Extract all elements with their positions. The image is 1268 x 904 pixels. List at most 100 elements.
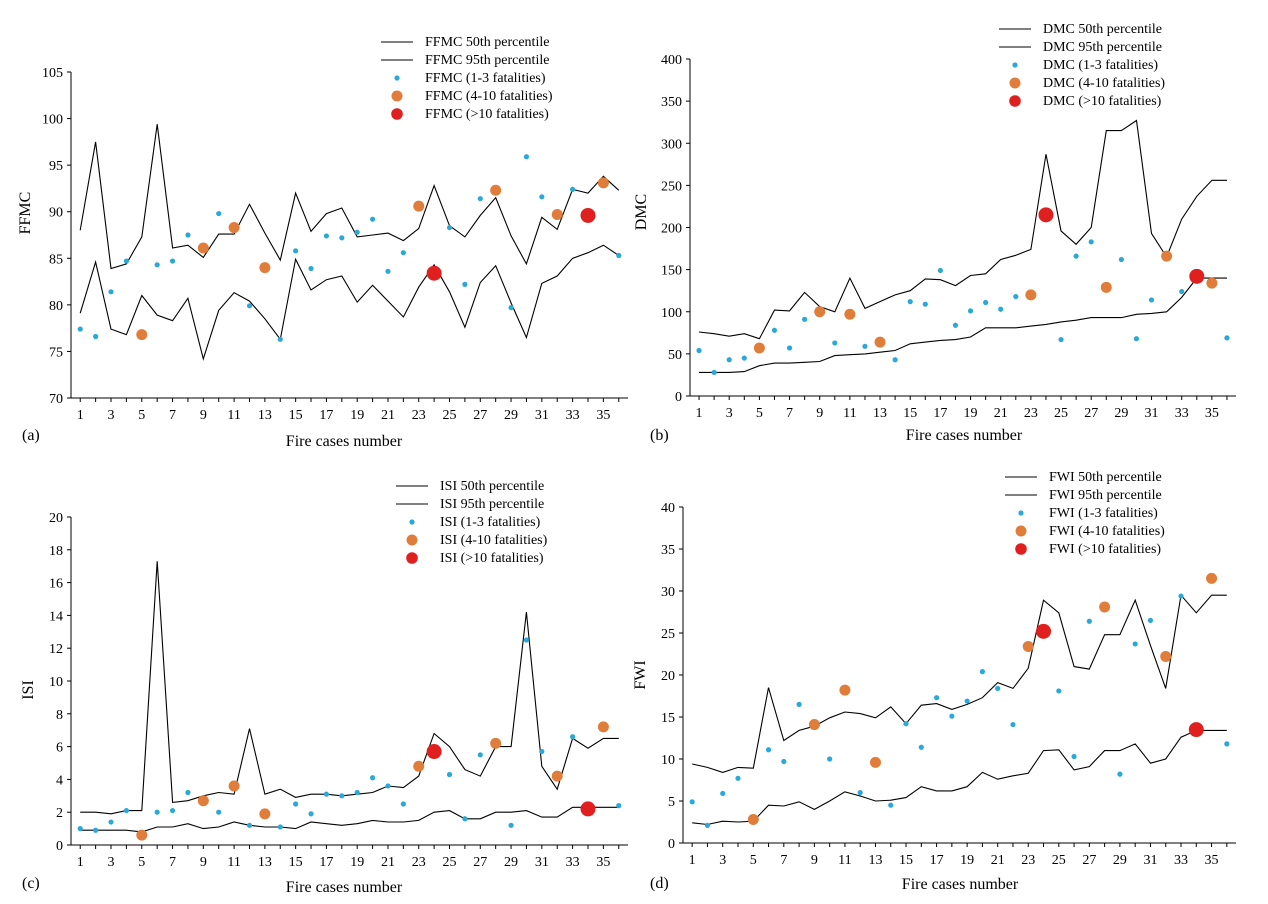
x-tick-label: 19 bbox=[350, 408, 364, 423]
point-1-3-fatalities bbox=[185, 789, 191, 796]
point-1-3-fatalities bbox=[354, 789, 360, 796]
point-4-10-fatalities bbox=[413, 200, 425, 212]
point-1-3-fatalities bbox=[169, 807, 176, 814]
point-4-10-fatalities bbox=[228, 780, 240, 792]
point-1-3-fatalities bbox=[726, 357, 732, 363]
x-tick-label: 15 bbox=[903, 406, 917, 421]
x-tick-label: 25 bbox=[1052, 853, 1066, 868]
y-tick-label: 75 bbox=[49, 345, 63, 360]
point-1-3-fatalities bbox=[446, 771, 453, 778]
point-1-3-fatalities bbox=[998, 306, 1004, 312]
point-4-10-fatalities bbox=[839, 684, 851, 696]
y-tick-label: 16 bbox=[49, 577, 63, 592]
legend-entry-label: DMC 50th percentile bbox=[1043, 22, 1162, 37]
x-tick-label: 7 bbox=[169, 408, 176, 423]
point-1-3-fatalities bbox=[1056, 688, 1062, 694]
series-95th-percentile-line bbox=[80, 561, 619, 815]
legend-marker-key bbox=[1018, 510, 1024, 516]
point-over-10-fatalities bbox=[1036, 623, 1052, 639]
point-4-10-fatalities bbox=[597, 721, 609, 733]
legend-marker-key bbox=[391, 90, 403, 102]
point-1-3-fatalities bbox=[907, 299, 913, 305]
legend-entry-label: ISI 95th percentile bbox=[440, 497, 544, 512]
point-4-10-fatalities bbox=[259, 262, 271, 274]
y-tick-label: 50 bbox=[668, 348, 682, 363]
legend-entry-label: FWI (1-3 fatalities) bbox=[1049, 506, 1158, 521]
y-tick-label: 90 bbox=[49, 206, 63, 221]
legend-entry-label: DMC 95th percentile bbox=[1043, 40, 1162, 55]
x-tick-label: 21 bbox=[381, 855, 395, 870]
point-4-10-fatalities bbox=[197, 242, 209, 254]
legend-entry-label: FFMC (1-3 fatalities) bbox=[425, 71, 546, 86]
point-1-3-fatalities bbox=[786, 345, 793, 351]
legend-entry-label: DMC (1-3 fatalities) bbox=[1043, 58, 1158, 73]
point-1-3-fatalities bbox=[689, 799, 695, 805]
legend-entry-label: FFMC (4-10 fatalities) bbox=[425, 89, 553, 104]
legend: DMC 50th percentile DMC 95th percentile DM… bbox=[999, 22, 1165, 109]
point-4-10-fatalities bbox=[551, 770, 563, 782]
y-tick-label: 15 bbox=[661, 711, 675, 726]
series-95th-percentile-line bbox=[79, 124, 620, 270]
x-tick-label: 11 bbox=[227, 855, 240, 870]
x-tick-label: 17 bbox=[933, 406, 947, 421]
y-tick-label: 100 bbox=[42, 113, 63, 128]
x-tick-label: 9 bbox=[816, 406, 823, 421]
y-tick-label: 14 bbox=[49, 609, 63, 624]
x-tick-label: 9 bbox=[200, 408, 207, 423]
point-4-10-fatalities bbox=[1206, 572, 1218, 584]
y-tick-label: 20 bbox=[661, 669, 675, 684]
legend-entry-label: ISI (4-10 fatalities) bbox=[440, 533, 548, 548]
series-95th-percentile-line bbox=[692, 593, 1227, 773]
point-1-3-fatalities bbox=[508, 822, 514, 828]
y-tick-label: 105 bbox=[42, 66, 63, 81]
y-axis-label: FWI bbox=[632, 660, 649, 689]
x-tick-label: 11 bbox=[843, 406, 856, 421]
legend-entry-label: FFMC 50th percentile bbox=[425, 35, 549, 50]
point-1-3-fatalities bbox=[933, 695, 940, 701]
y-tick-label: 85 bbox=[49, 252, 63, 267]
y-tick-label: 10 bbox=[49, 675, 63, 690]
point-1-3-fatalities bbox=[216, 809, 222, 815]
point-1-3-fatalities bbox=[1117, 771, 1123, 777]
y-tick-label: 30 bbox=[661, 585, 675, 600]
x-tick-label: 27 bbox=[473, 408, 487, 423]
point-1-3-fatalities bbox=[323, 791, 330, 797]
x-tick-label: 7 bbox=[786, 406, 793, 421]
point-1-3-fatalities bbox=[277, 824, 283, 830]
point-1-3-fatalities bbox=[1178, 593, 1184, 599]
point-1-3-fatalities bbox=[1147, 617, 1154, 624]
point-1-3-fatalities bbox=[385, 783, 391, 789]
point-1-3-fatalities bbox=[952, 322, 959, 328]
point-1-3-fatalities bbox=[108, 819, 114, 825]
point-1-3-fatalities bbox=[293, 801, 299, 807]
x-tick-label: 29 bbox=[504, 855, 518, 870]
point-1-3-fatalities bbox=[477, 196, 483, 202]
point-1-3-fatalities bbox=[123, 258, 129, 264]
point-1-3-fatalities bbox=[77, 326, 83, 332]
point-1-3-fatalities bbox=[857, 790, 863, 796]
x-tick-label: 15 bbox=[899, 853, 913, 868]
point-over-10-fatalities bbox=[426, 744, 442, 760]
x-tick-label: 5 bbox=[138, 855, 145, 870]
legend-marker-key bbox=[1012, 62, 1018, 68]
point-1-3-fatalities bbox=[918, 744, 924, 750]
y-tick-label: 5 bbox=[668, 795, 675, 810]
point-1-3-fatalities bbox=[154, 262, 160, 268]
point-1-3-fatalities bbox=[922, 301, 928, 307]
x-tick-label: 3 bbox=[726, 406, 733, 421]
point-1-3-fatalities bbox=[93, 333, 99, 340]
x-tick-label: 25 bbox=[443, 408, 457, 423]
point-4-10-fatalities bbox=[490, 184, 502, 196]
panel-label: (c) bbox=[22, 875, 40, 892]
x-tick-label: 13 bbox=[258, 855, 272, 870]
legend: FFMC 50th percentile FFMC 95th percentile… bbox=[381, 35, 553, 122]
point-1-3-fatalities bbox=[1224, 335, 1230, 341]
point-1-3-fatalities bbox=[1073, 253, 1079, 259]
point-4-10-fatalities bbox=[136, 329, 148, 341]
x-tick-label: 21 bbox=[991, 853, 1005, 868]
x-tick-label: 35 bbox=[1205, 853, 1219, 868]
x-tick-label: 9 bbox=[200, 855, 207, 870]
legend-marker-key bbox=[391, 108, 403, 120]
x-axis-label: Fire cases number bbox=[286, 879, 403, 896]
point-1-3-fatalities bbox=[77, 826, 83, 832]
